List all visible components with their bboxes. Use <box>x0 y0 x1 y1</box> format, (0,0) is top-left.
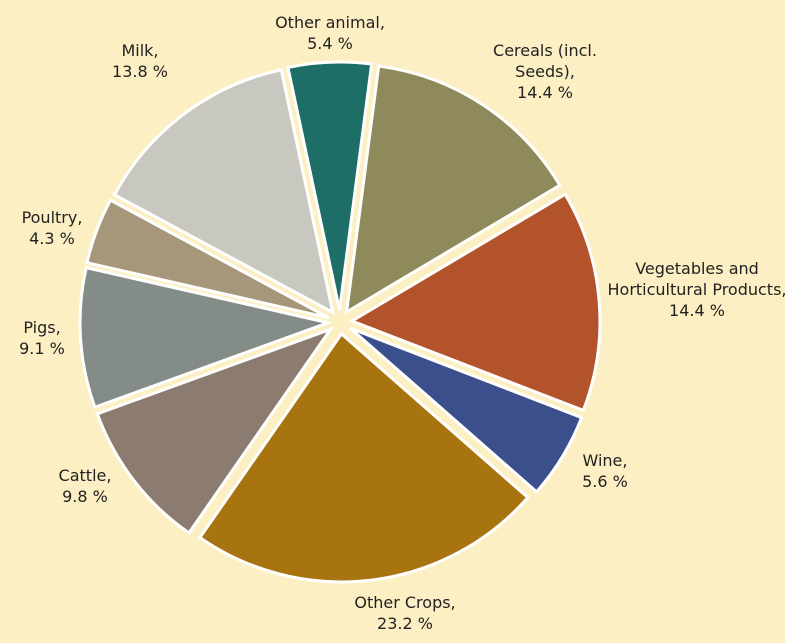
value-label: 23.2 % <box>377 614 433 633</box>
value-label: 14.4 % <box>669 301 725 320</box>
slice-label: Wine, 5.6 % <box>565 450 645 492</box>
value-label: 14.4 % <box>517 83 573 102</box>
pie-slice <box>78 265 334 410</box>
slice-label: Pigs, 9.1 % <box>2 317 82 359</box>
slice-label: Cereals (incl. Seeds), 14.4 % <box>485 40 605 103</box>
category-label: Other animal, <box>275 13 385 32</box>
value-label: 5.4 % <box>307 34 353 53</box>
category-label: Pigs, <box>23 318 61 337</box>
value-label: 9.1 % <box>19 339 65 358</box>
value-label: 4.3 % <box>29 229 75 248</box>
value-label: 9.8 % <box>62 487 108 506</box>
slice-label: Other animal, 5.4 % <box>260 12 400 54</box>
category-label: Other Crops, <box>354 593 456 612</box>
slice-label: Cattle, 9.8 % <box>45 465 125 507</box>
pie-slice <box>286 60 374 311</box>
slice-label: Other Crops, 23.2 % <box>335 592 475 634</box>
category-label: Wine, <box>582 451 628 470</box>
value-label: 13.8 % <box>112 62 168 81</box>
category-label: Cereals (incl. Seeds), <box>493 41 597 81</box>
category-label: Milk, <box>121 41 159 60</box>
value-label: 5.6 % <box>582 472 628 491</box>
slice-label: Milk, 13.8 % <box>100 40 180 82</box>
pie-slice <box>85 198 330 320</box>
pie-slice <box>344 64 562 315</box>
category-label: Cattle, <box>58 466 112 485</box>
category-label: Poultry, <box>21 208 83 227</box>
pie-slice <box>95 326 335 536</box>
slice-label: Poultry, 4.3 % <box>12 207 92 249</box>
category-label: Vegetables and Horticultural Products, <box>607 259 785 299</box>
slice-label: Vegetables and Horticultural Products, 14… <box>607 258 785 321</box>
pie-slice <box>197 331 530 584</box>
pie-slice <box>112 68 335 316</box>
pie-slice <box>348 192 602 413</box>
pie-slice <box>349 326 584 494</box>
